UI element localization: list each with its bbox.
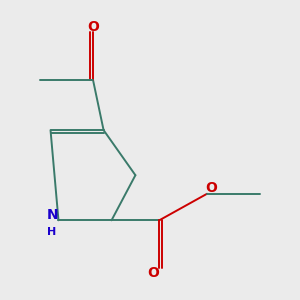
Text: H: H — [47, 227, 57, 237]
Text: O: O — [205, 182, 217, 196]
Text: O: O — [87, 20, 99, 34]
Text: N: N — [46, 208, 58, 222]
Text: O: O — [147, 266, 159, 280]
